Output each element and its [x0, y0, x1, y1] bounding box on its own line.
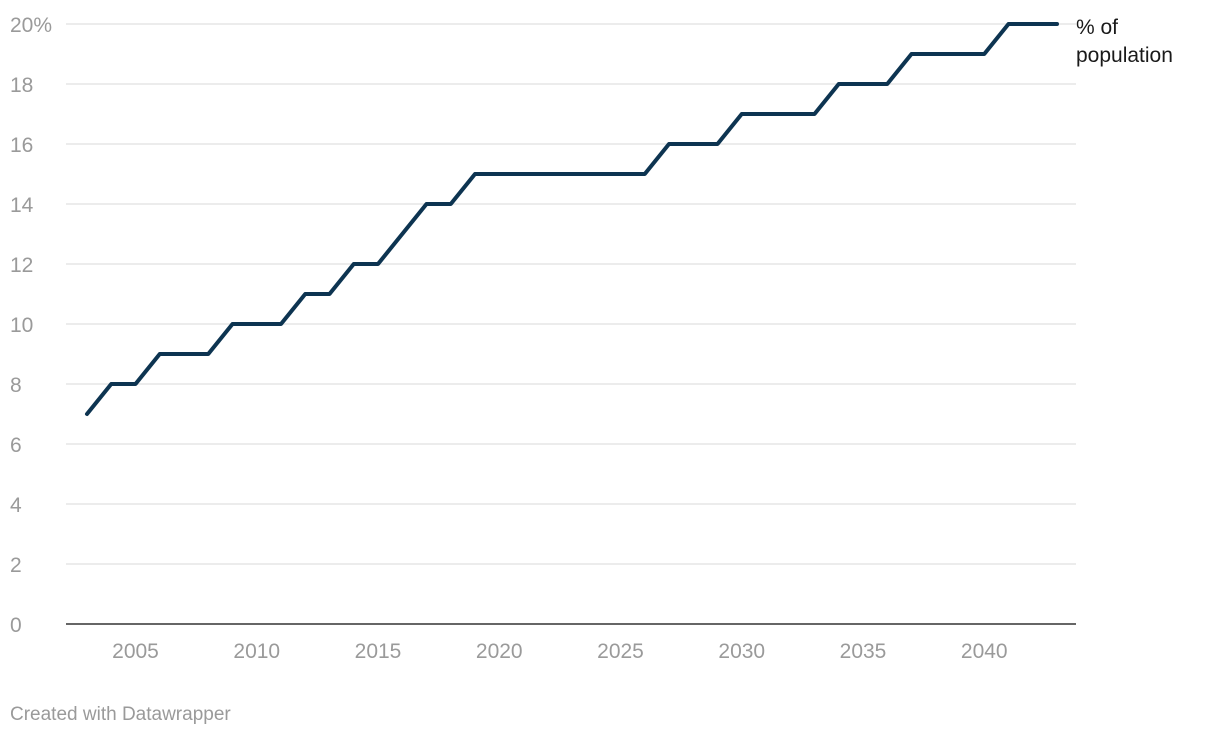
y-tick-label-16: 16	[10, 134, 33, 157]
x-tick-label-2015: 2015	[355, 640, 402, 663]
series-label-line-2: population	[1076, 44, 1173, 67]
y-tick-label-2: 2	[10, 554, 22, 577]
x-tick-label-2040: 2040	[961, 640, 1008, 663]
series-label: % of population	[1076, 14, 1173, 70]
x-tick-label-2035: 2035	[840, 640, 887, 663]
y-axis-ticks: 0 2 4 6 8 10 12 14 16 18 20%	[10, 14, 52, 637]
series-group	[85, 22, 1059, 416]
x-tick-label-2025: 2025	[597, 640, 644, 663]
y-tick-label-10: 10	[10, 314, 33, 337]
x-axis-ticks: 2005 2010 2015 2020 2025 2030 2035 2040	[112, 640, 1007, 663]
credit-text: Created with Datawrapper	[10, 704, 231, 725]
series-label-line-1: % of	[1076, 16, 1119, 39]
x-tick-label-2020: 2020	[476, 640, 523, 663]
y-tick-label-4: 4	[10, 494, 22, 517]
y-tick-label-8: 8	[10, 374, 22, 397]
x-tick-label-2005: 2005	[112, 640, 159, 663]
y-tick-label-18: 18	[10, 74, 33, 97]
x-tick-label-2010: 2010	[233, 640, 280, 663]
y-tick-label-0: 0	[10, 614, 22, 637]
y-tick-label-12: 12	[10, 254, 33, 277]
y-tick-label-6: 6	[10, 434, 22, 457]
x-tick-label-2030: 2030	[718, 640, 765, 663]
gridlines	[66, 23, 1076, 565]
series-line-0	[85, 22, 1059, 416]
y-tick-label-14: 14	[10, 194, 34, 217]
y-tick-label-20: 20%	[10, 14, 52, 37]
